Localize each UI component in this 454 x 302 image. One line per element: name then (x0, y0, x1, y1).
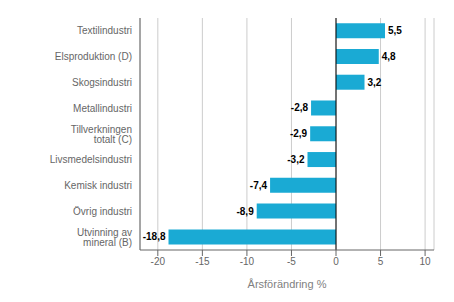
svg-text:Metallindustri: Metallindustri (73, 103, 132, 114)
svg-text:-8,9: -8,9 (236, 206, 254, 217)
svg-text:5,5: 5,5 (388, 25, 402, 36)
svg-text:0: 0 (333, 256, 339, 267)
svg-text:3,2: 3,2 (368, 77, 382, 88)
svg-text:Skogsindustri: Skogsindustri (72, 77, 132, 88)
svg-text:-3,2: -3,2 (287, 154, 305, 165)
svg-text:5: 5 (378, 256, 384, 267)
svg-text:-15: -15 (195, 256, 210, 267)
svg-text:-20: -20 (151, 256, 166, 267)
svg-text:Tillverkningentotalt (C): Tillverkningentotalt (C) (71, 124, 132, 145)
svg-text:Utvinning avmineral (B): Utvinning avmineral (B) (77, 227, 132, 248)
svg-text:-2,8: -2,8 (291, 102, 309, 113)
svg-text:-7,4: -7,4 (250, 180, 268, 191)
svg-text:-5: -5 (287, 256, 296, 267)
svg-text:Övrig industri: Övrig industri (73, 206, 132, 217)
svg-text:4,8: 4,8 (382, 51, 396, 62)
svg-text:-18,8: -18,8 (143, 231, 166, 242)
svg-text:10: 10 (420, 256, 432, 267)
svg-text:Livsmedelsindustri: Livsmedelsindustri (50, 154, 132, 165)
svg-text:Elsproduktion (D): Elsproduktion (D) (55, 51, 132, 62)
svg-text:Textilindustri: Textilindustri (77, 25, 132, 36)
svg-text:-10: -10 (240, 256, 255, 267)
svg-text:Kemisk industri: Kemisk industri (64, 180, 132, 191)
svg-text:-2,9: -2,9 (290, 128, 308, 139)
svg-text:Årsförändring %: Årsförändring % (248, 278, 327, 290)
